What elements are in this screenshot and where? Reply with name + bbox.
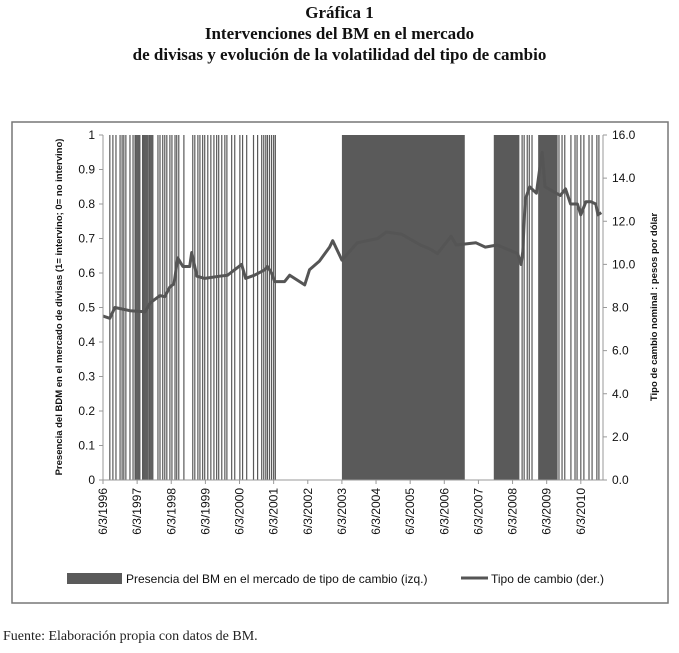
x-tick-label: 6/3/2000 (233, 488, 247, 535)
legend-label-interventions: Presencia del BM en el mercado de tipo d… (126, 572, 427, 586)
left-tick-label: 0.3 (78, 370, 95, 384)
left-tick-label: 0.4 (78, 335, 95, 349)
legend-label-exchange-rate: Tipo de cambio (der.) (491, 572, 604, 586)
x-tick-label: 6/3/1998 (164, 488, 178, 535)
legend-swatch-interventions (67, 573, 122, 584)
x-tick-label: 6/3/2005 (403, 488, 417, 535)
x-tick-label: 6/3/2002 (301, 488, 315, 535)
right-tick-label: 4.0 (612, 387, 629, 401)
left-tick-label: 0.2 (78, 404, 95, 418)
right-tick-label: 0.0 (612, 473, 629, 487)
chart-title-line-1: Gráfica 1 (305, 3, 374, 22)
right-tick-label: 14.0 (612, 171, 636, 185)
right-axis-label: Tipo de cambio nominal : pesos por dólar (649, 213, 660, 402)
source-note: Fuente: Elaboración propia con datos de … (3, 629, 258, 644)
right-tick-label: 6.0 (612, 344, 629, 358)
intervention-period-bar (538, 135, 558, 480)
chart-title-line-3: de divisas y evolución de la volatilidad… (132, 45, 547, 64)
intervention-bars (109, 135, 600, 480)
left-tick-label: 1 (88, 128, 95, 142)
left-tick-label: 0.9 (78, 163, 95, 177)
x-tick-label: 6/3/2003 (335, 488, 349, 535)
left-tick-label: 0.1 (78, 439, 95, 453)
x-tick-label: 6/3/1997 (130, 488, 144, 535)
x-tick-label: 6/3/2004 (369, 488, 383, 535)
axes: 00.10.20.30.40.50.60.70.80.910.02.04.06.… (78, 128, 635, 535)
intervention-period-bar (493, 135, 520, 480)
x-tick-label: 6/3/1996 (96, 488, 110, 535)
left-tick-label: 0.7 (78, 232, 95, 246)
x-tick-label: 6/3/2009 (540, 488, 554, 535)
chart-title-line-2: Intervenciones del BM en el mercado (204, 24, 475, 43)
right-tick-label: 2.0 (612, 430, 629, 444)
right-tick-label: 8.0 (612, 301, 629, 315)
x-tick-label: 6/3/2010 (574, 488, 588, 535)
x-tick-label: 6/3/2008 (506, 488, 520, 535)
x-tick-label: 6/3/2007 (471, 488, 485, 535)
left-tick-label: 0.6 (78, 266, 95, 280)
left-tick-label: 0.5 (78, 301, 95, 315)
left-tick-label: 0 (88, 473, 95, 487)
chart-frame (11, 121, 669, 604)
exchange-rate-line (102, 150, 603, 320)
x-tick-label: 6/3/1999 (198, 488, 212, 535)
left-axis-label: Presencia del BDM en el mercado de divis… (54, 139, 65, 476)
right-tick-label: 10.0 (612, 257, 636, 271)
right-tick-label: 12.0 (612, 214, 636, 228)
x-tick-label: 6/3/2006 (437, 488, 451, 535)
intervention-period-bar (341, 135, 465, 480)
exchange-rate-line-group (102, 150, 603, 320)
left-tick-label: 0.8 (78, 197, 95, 211)
right-tick-label: 16.0 (612, 128, 636, 142)
x-tick-label: 6/3/2001 (267, 488, 281, 535)
